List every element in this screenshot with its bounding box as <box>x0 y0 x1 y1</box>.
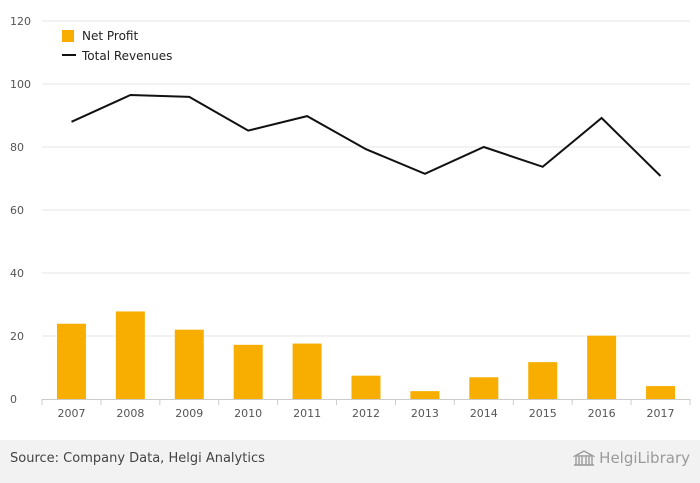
y-tick-label: 60 <box>10 204 24 217</box>
bar-net-profit <box>587 335 617 399</box>
y-tick-label: 40 <box>10 267 24 280</box>
chart: 0 20 40 60 80 100 120 2007 2008 2009 2010 2011 2012… <box>10 15 691 420</box>
x-tick-label: 2011 <box>293 407 321 420</box>
legend: Net Profit Total Revenues <box>62 29 172 63</box>
bar-net-profit <box>410 391 440 399</box>
bar-net-profit <box>56 323 86 399</box>
bar-net-profit <box>233 344 263 399</box>
x-tick-label: 2017 <box>647 407 675 420</box>
y-axis-ticks: 0 20 40 60 80 100 120 <box>10 15 31 406</box>
x-tick-label: 2008 <box>116 407 144 420</box>
bar-net-profit <box>351 375 381 399</box>
y-tick-label: 20 <box>10 330 24 343</box>
legend-swatch-net-profit <box>62 30 74 42</box>
bar-net-profit <box>115 311 145 399</box>
y-tick-label: 80 <box>10 141 24 154</box>
y-tick-label: 120 <box>10 15 31 28</box>
bar-net-profit <box>646 386 676 399</box>
source-note: Source: Company Data, Helgi Analytics <box>10 451 265 466</box>
net-profit-bars <box>56 311 676 399</box>
bar-net-profit <box>528 362 558 399</box>
y-tick-label: 100 <box>10 78 31 91</box>
x-tick-label: 2016 <box>588 407 616 420</box>
x-axis: 2007 2008 2009 2010 2011 2012 2013 2014 2015 2016… <box>41 399 691 420</box>
library-building-icon <box>573 450 596 466</box>
bar-net-profit <box>292 343 322 399</box>
y-tick-label: 0 <box>10 393 17 406</box>
x-tick-label: 2010 <box>234 407 262 420</box>
x-tick-label: 2013 <box>411 407 439 420</box>
brand-name: HelgiLibrary <box>599 449 690 467</box>
gridlines <box>42 20 690 337</box>
x-tick-label: 2007 <box>57 407 85 420</box>
brand-logo: HelgiLibrary <box>573 449 690 467</box>
bar-net-profit <box>469 377 499 399</box>
x-tick-label: 2009 <box>175 407 203 420</box>
x-tick-label: 2015 <box>529 407 557 420</box>
footer: Source: Company Data, Helgi Analytics He… <box>0 440 700 483</box>
x-tick-label: 2012 <box>352 407 380 420</box>
x-tick-label: 2014 <box>470 407 498 420</box>
bar-net-profit <box>174 329 204 399</box>
legend-label-net-profit: Net Profit <box>82 29 138 43</box>
legend-label-total-revenues: Total Revenues <box>81 49 172 63</box>
total-revenues-line <box>71 93 662 177</box>
